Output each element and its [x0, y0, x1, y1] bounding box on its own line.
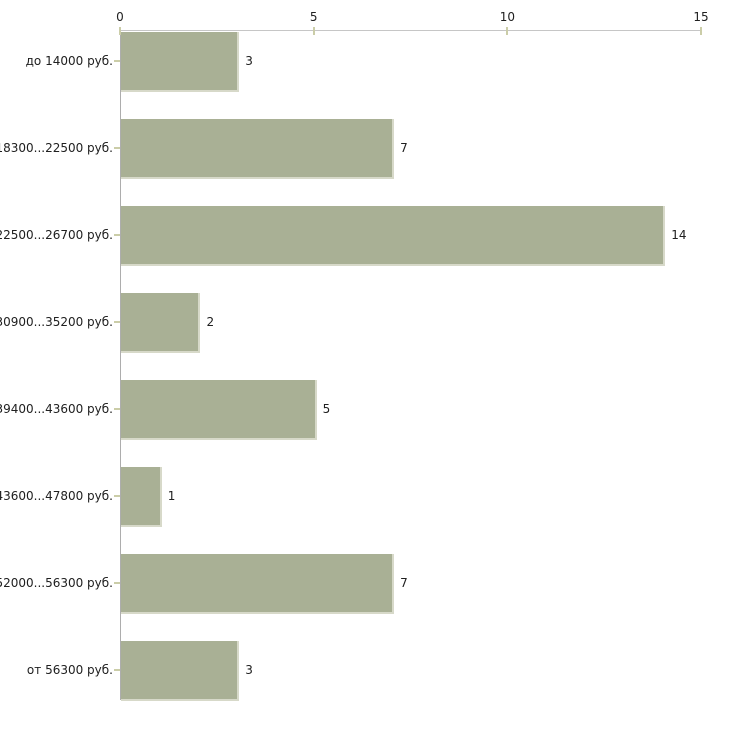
value-label: 7	[400, 576, 408, 590]
y-axis-line	[120, 30, 121, 700]
value-label: 2	[206, 315, 215, 329]
x-tick-mark	[700, 27, 702, 35]
bar	[121, 293, 201, 353]
x-tick-label: 5	[309, 10, 318, 24]
bar-row: 52000...56300 руб. 7	[0, 554, 730, 614]
x-tick-label: 0	[116, 10, 124, 24]
category-label: 52000...56300 руб.	[0, 576, 113, 590]
bar-row: до 14000 руб. 3	[0, 32, 730, 92]
value-label: 3	[245, 663, 253, 677]
value-label: 7	[400, 141, 408, 155]
x-tick-mark	[506, 27, 509, 35]
x-axis-line	[120, 30, 702, 31]
category-label: 39400...43600 руб.	[0, 402, 113, 416]
category-tick-mark	[114, 669, 120, 671]
x-tick-label: 10	[499, 10, 515, 24]
category-label: 22500...26700 руб.	[0, 228, 113, 242]
category-tick-mark	[114, 495, 120, 497]
bar	[121, 32, 240, 92]
x-tick-mark	[119, 27, 121, 35]
bar-row: 22500...26700 руб. 14	[0, 206, 730, 266]
category-tick-mark	[114, 60, 120, 62]
bar-row: от 56300 руб. 3	[0, 641, 730, 701]
bar	[121, 119, 395, 179]
category-tick-mark	[114, 234, 120, 236]
value-label: 1	[167, 489, 176, 503]
category-label: 30900...35200 руб.	[0, 315, 113, 329]
bar-row: 43600...47800 руб. 1	[0, 467, 730, 527]
bar	[121, 467, 162, 527]
bar-row: 39400...43600 руб. 5	[0, 380, 730, 440]
value-label: 5	[322, 402, 331, 416]
value-label: 14	[671, 228, 687, 242]
category-tick-mark	[114, 582, 120, 584]
bar	[121, 380, 317, 440]
category-tick-mark	[114, 147, 120, 149]
x-tick-mark	[312, 27, 315, 35]
category-label: 43600...47800 руб.	[0, 489, 113, 503]
bar	[121, 641, 240, 701]
bar-row: 30900...35200 руб. 2	[0, 293, 730, 353]
value-label: 3	[245, 54, 253, 68]
x-tick-label: 15	[693, 10, 709, 24]
category-tick-mark	[114, 321, 120, 323]
category-label: от 56300 руб.	[26, 663, 113, 677]
bar	[121, 554, 395, 614]
bar-row: 18300...22500 руб. 7	[0, 119, 730, 179]
category-label: до 14000 руб.	[25, 54, 113, 68]
category-label: 18300...22500 руб.	[0, 141, 113, 155]
category-tick-mark	[114, 408, 120, 410]
bar	[121, 206, 666, 266]
